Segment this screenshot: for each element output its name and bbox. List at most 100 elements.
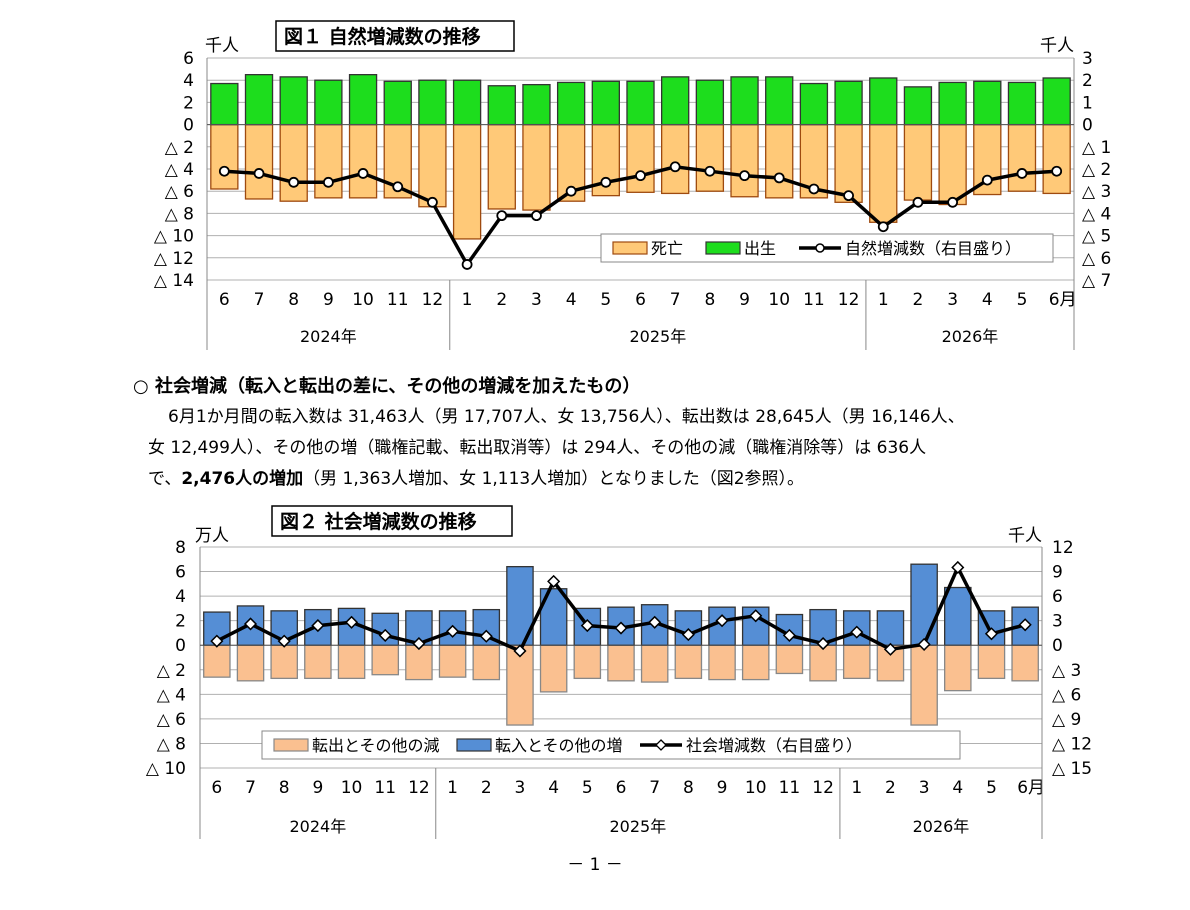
bar-死亡 bbox=[487, 123, 516, 210]
chart-title-box bbox=[275, 20, 515, 52]
line-point bbox=[947, 196, 959, 208]
x-tick-label: 12 bbox=[408, 778, 430, 798]
y-tick-label-right: 0 bbox=[1052, 636, 1063, 656]
line-point bbox=[635, 170, 646, 182]
bar-出生 bbox=[730, 76, 759, 126]
x-tick-label: 2 bbox=[496, 290, 507, 310]
line-point bbox=[288, 176, 300, 188]
line-point bbox=[446, 624, 460, 638]
x-tick-label: 1 bbox=[851, 778, 862, 798]
left-unit-label: 千人 bbox=[205, 36, 239, 56]
bar-転出とその他の減 bbox=[573, 644, 602, 680]
line-point bbox=[378, 628, 392, 642]
x-tick-label: 5 bbox=[1017, 290, 1028, 310]
line-point bbox=[984, 627, 999, 641]
x-tick-label: 4 bbox=[952, 778, 963, 798]
bar-転出とその他の減 bbox=[270, 644, 298, 680]
y-tick-label-left: △ 6 bbox=[157, 710, 186, 730]
left-unit-label: 万人 bbox=[195, 526, 229, 546]
x-tick-label: 12 bbox=[838, 290, 860, 310]
bar-出生 bbox=[973, 80, 1002, 126]
paragraph-line-1: 6月1か月間の転入数は 31,463人（男 17,707人、女 13,756人）… bbox=[168, 407, 965, 427]
legend-label: 社会増減数（右目盛り） bbox=[686, 736, 862, 755]
y-tick-label-right: △ 7 bbox=[1082, 271, 1111, 291]
y-tick-label-left: 8 bbox=[175, 538, 186, 558]
bar-転入とその他の増 bbox=[842, 610, 871, 646]
x-tick-label: 9 bbox=[717, 778, 728, 798]
bar-死亡 bbox=[418, 123, 447, 208]
line-point bbox=[951, 560, 965, 575]
x-tick-label: 6月 bbox=[1049, 290, 1077, 310]
line-point bbox=[218, 165, 230, 177]
bar-転出とその他の減 bbox=[640, 644, 669, 683]
line-point bbox=[547, 574, 561, 588]
y-tick-label-left: △ 2 bbox=[157, 661, 186, 681]
y-tick-label-right: 3 bbox=[1052, 612, 1063, 632]
line-point bbox=[600, 176, 612, 188]
bar-出生 bbox=[452, 79, 482, 126]
x-tick-label: 3 bbox=[515, 778, 526, 798]
y-tick-label-left: 2 bbox=[183, 93, 194, 113]
x-tick-label: 11 bbox=[803, 290, 825, 310]
x-tick-label: 2 bbox=[481, 778, 492, 798]
line-point bbox=[917, 637, 931, 651]
bar-転出とその他の減 bbox=[809, 644, 837, 682]
x-tick-label: 10 bbox=[745, 778, 767, 798]
bar-転入とその他の増 bbox=[910, 563, 938, 646]
y-tick-label-left: △ 4 bbox=[157, 685, 186, 705]
bar-転出とその他の減 bbox=[337, 644, 366, 680]
bar-出生 bbox=[834, 80, 863, 126]
bar-死亡 bbox=[730, 123, 759, 198]
x-tick-label: 8 bbox=[683, 778, 694, 798]
line-point bbox=[648, 615, 662, 629]
bar-転出とその他の減 bbox=[405, 644, 433, 681]
bar-出生 bbox=[244, 74, 274, 126]
bar-転出とその他の減 bbox=[438, 644, 467, 678]
y-tick-label-left: 4 bbox=[183, 71, 194, 91]
x-tick-label: 6 bbox=[635, 290, 646, 310]
x-tick-label: 6 bbox=[211, 778, 222, 798]
y-tick-label-right: 12 bbox=[1052, 538, 1074, 558]
x-tick-label: 3 bbox=[919, 778, 930, 798]
line-point bbox=[1018, 618, 1032, 632]
bar-出生 bbox=[799, 82, 829, 126]
y-tick-label-right: 1 bbox=[1082, 93, 1093, 113]
bar-転出とその他の減 bbox=[539, 644, 568, 693]
x-tick-label: 8 bbox=[279, 778, 290, 798]
x-tick-label: 10 bbox=[352, 290, 374, 310]
bar-転入とその他の増 bbox=[876, 610, 905, 646]
line-point bbox=[912, 196, 924, 208]
y-tick-label-left: △ 6 bbox=[165, 182, 194, 202]
x-tick-label: 8 bbox=[704, 290, 715, 310]
line-point bbox=[877, 221, 889, 233]
x-tick-label: 7 bbox=[254, 290, 265, 310]
y-tick-label-left: △ 10 bbox=[146, 759, 186, 779]
bar-出生 bbox=[1007, 81, 1037, 126]
year-label: 2025年 bbox=[609, 817, 666, 836]
line-point bbox=[1051, 165, 1063, 177]
bar-出生 bbox=[695, 79, 725, 126]
y-tick-label-right: 9 bbox=[1052, 563, 1063, 583]
section-heading: ○ 社会増減（転入と転出の差に、その他の増減を加えたもの） bbox=[133, 376, 641, 397]
line-point bbox=[479, 629, 493, 643]
bar-死亡 bbox=[661, 123, 690, 195]
legend-swatch bbox=[273, 738, 309, 752]
x-tick-label: 2 bbox=[913, 290, 924, 310]
bar-出生 bbox=[869, 77, 898, 126]
bar-転入とその他の増 bbox=[944, 586, 972, 646]
bar-出生 bbox=[348, 74, 378, 126]
y-tick-label-left: △ 12 bbox=[154, 249, 194, 269]
bar-死亡 bbox=[869, 123, 898, 223]
y-tick-label-right: △ 3 bbox=[1082, 182, 1111, 202]
bar-死亡 bbox=[765, 123, 794, 199]
line-point bbox=[681, 628, 695, 642]
bar-死亡 bbox=[938, 123, 967, 206]
x-tick-label: 1 bbox=[462, 290, 473, 310]
right-unit-label: 千人 bbox=[1040, 36, 1074, 56]
y-tick-label-right: △ 6 bbox=[1082, 249, 1111, 269]
line-point bbox=[883, 642, 898, 656]
y-tick-label-left: △ 8 bbox=[157, 734, 186, 754]
bar-転出とその他の減 bbox=[236, 644, 265, 682]
y-tick-label-right: △ 3 bbox=[1052, 661, 1081, 681]
